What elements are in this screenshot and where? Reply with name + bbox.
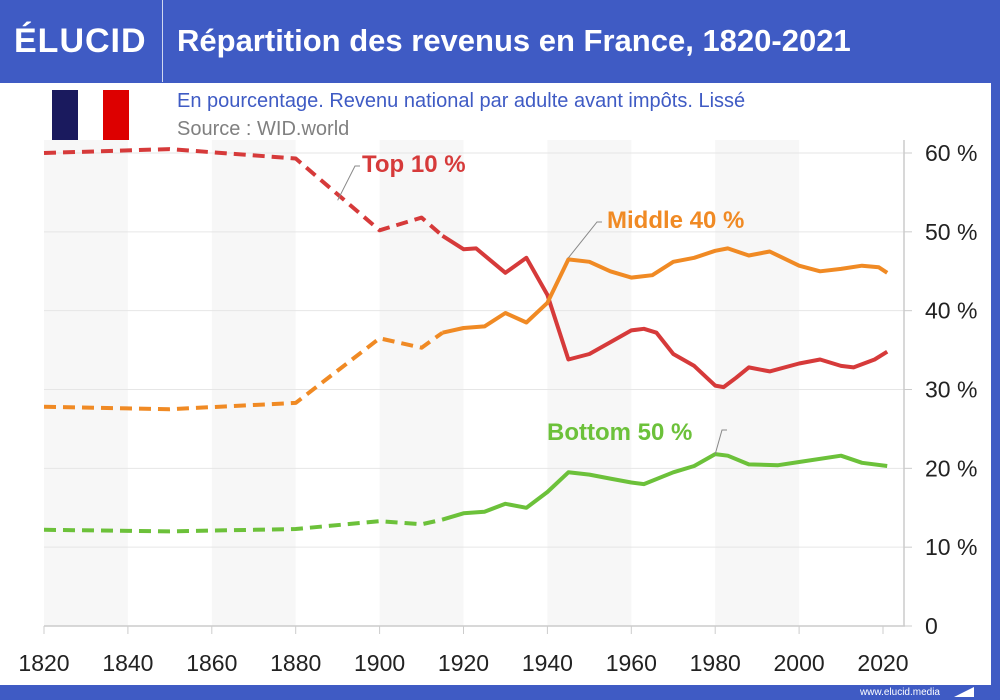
elucid-mark-icon [954, 687, 974, 697]
y-tick-label: 30 % [925, 377, 977, 403]
chart-source: Source : WID.world [177, 118, 350, 140]
chart-subtitle: En pourcentage. Revenu national par adul… [177, 90, 746, 112]
x-tick-label: 1860 [186, 650, 237, 676]
series-line-dashed [43, 517, 443, 534]
flag-stripe [103, 90, 130, 140]
background-band [547, 140, 632, 626]
elucid-logo: ÉLUCID [14, 22, 147, 60]
series-label: Top 10 % [362, 151, 466, 178]
x-tick-label: 1940 [522, 650, 573, 676]
background-band [211, 140, 296, 626]
x-tick-label: 1820 [18, 650, 69, 676]
footer-url[interactable]: www.elucid.media [859, 687, 940, 698]
y-tick-label: 0 [925, 613, 938, 639]
x-tick-label: 1980 [690, 650, 741, 676]
header: ÉLUCID Répartition des revenus en France… [0, 0, 1000, 82]
y-tick-label: 50 % [925, 219, 977, 245]
flag-stripe [52, 90, 78, 140]
series-line [441, 234, 889, 390]
annotation-leader [337, 165, 360, 201]
y-tick-label: 10 % [925, 534, 977, 560]
series-line-dashed [43, 331, 444, 412]
header-divider [162, 0, 163, 82]
series-label: Middle 40 % [607, 207, 744, 234]
annotation-leader [567, 221, 602, 259]
x-tick-label: 1960 [606, 650, 657, 676]
x-tick-label: 1920 [438, 650, 489, 676]
annotation-leader [714, 429, 727, 455]
y-tick-label: 40 % [925, 298, 977, 324]
x-tick-label: 2000 [774, 650, 825, 676]
flag-stripe [77, 90, 104, 140]
background-band [379, 140, 464, 626]
series-line [441, 452, 888, 522]
chart-title: Répartition des revenus en France, 1820-… [177, 23, 851, 58]
x-tick-label: 1880 [270, 650, 321, 676]
y-tick-label: 20 % [925, 455, 977, 481]
series-label: Bottom 50 % [547, 419, 692, 446]
france-flag-icon [52, 90, 130, 140]
background-band [44, 140, 128, 626]
y-tick-label: 60 % [925, 140, 977, 166]
x-tick-label: 1840 [102, 650, 153, 676]
x-tick-label: 1900 [354, 650, 405, 676]
series-line-dashed [43, 147, 444, 238]
series-line [442, 246, 889, 335]
x-tick-label: 2020 [857, 650, 908, 676]
chart-panel [0, 83, 991, 685]
